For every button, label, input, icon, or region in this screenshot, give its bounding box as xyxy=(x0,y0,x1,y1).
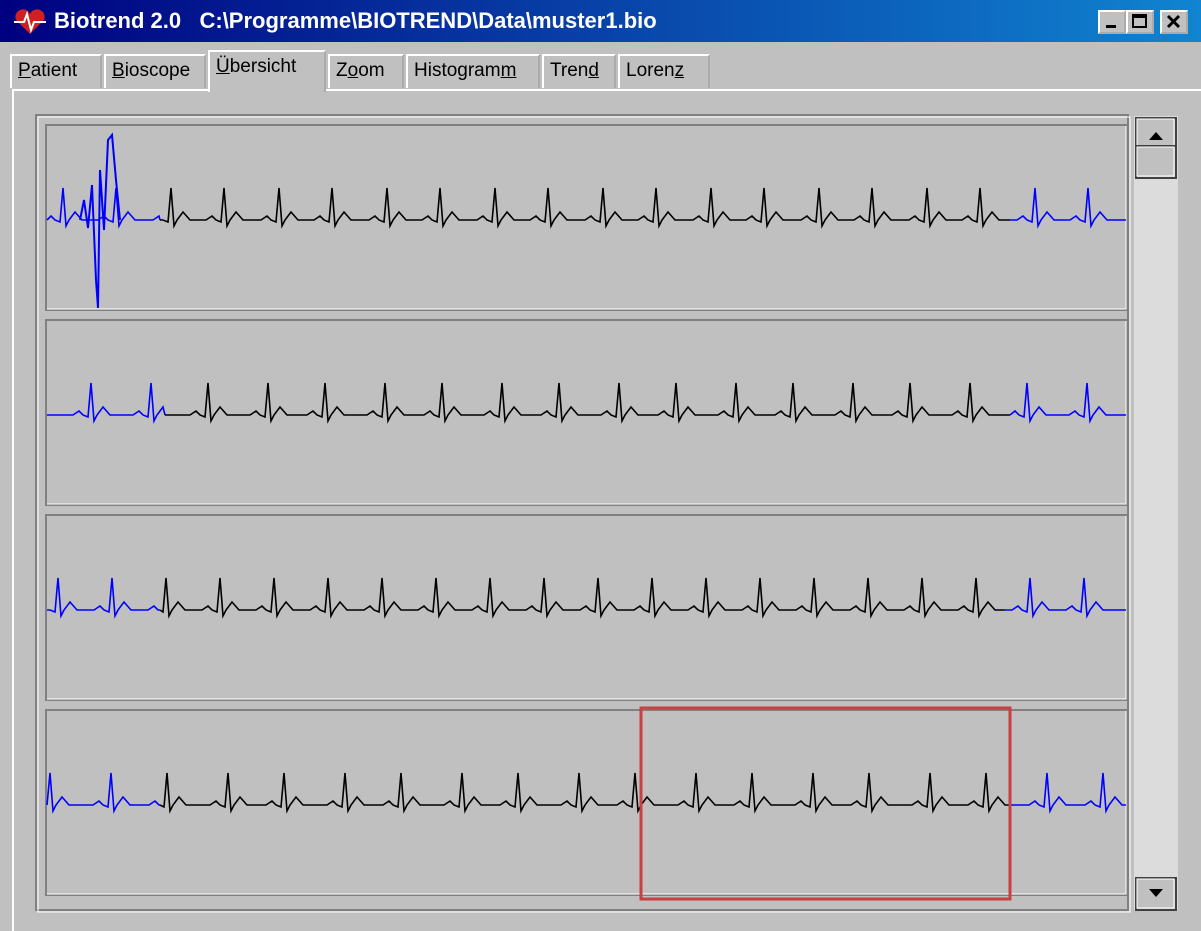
arrow-down xyxy=(1149,889,1163,897)
tab-page xyxy=(12,89,1201,931)
arrow-up xyxy=(1149,132,1163,140)
tab[interactable]: Patient xyxy=(10,54,102,88)
tab[interactable]: Histogramm xyxy=(406,54,540,88)
ecg-trace xyxy=(165,382,1010,424)
group-frame-light xyxy=(37,116,1131,913)
ecg-artifact xyxy=(79,132,121,309)
app-name: Biotrend 2.0 xyxy=(54,8,182,33)
strip-hl xyxy=(47,126,1127,310)
group-frame xyxy=(35,114,1129,911)
file-path: C:\Programme\BIOTREND\Data\muster1.bio xyxy=(199,8,657,33)
scroll-down-hl xyxy=(1136,878,1175,909)
ecg-trace xyxy=(1010,187,1126,229)
ecg-trace xyxy=(46,772,160,814)
tab[interactable]: Zoom xyxy=(328,54,404,88)
title-bar: Biotrend 2.0 C:\Programme\BIOTREND\Data\… xyxy=(0,0,1201,42)
strip-hl xyxy=(47,711,1127,895)
strip xyxy=(45,319,1128,506)
ecg-trace xyxy=(47,382,166,424)
ecg-trace xyxy=(47,577,160,619)
strip-hl xyxy=(47,516,1127,700)
strip-hl xyxy=(47,321,1127,505)
ecg-trace xyxy=(159,772,1010,814)
tab[interactable]: Übersicht xyxy=(208,50,326,92)
zoom-selection[interactable] xyxy=(639,706,1012,901)
app-icon xyxy=(14,9,46,35)
scrollbar-track xyxy=(1134,116,1178,910)
tab[interactable]: Lorenz xyxy=(618,54,710,88)
ecg-trace xyxy=(160,187,1010,229)
tab[interactable]: Bioscope xyxy=(104,54,206,88)
maximize-button[interactable] xyxy=(1126,10,1154,34)
ecg-trace xyxy=(1005,577,1126,619)
window-title: Biotrend 2.0 C:\Programme\BIOTREND\Data\… xyxy=(54,8,657,34)
close-button[interactable] xyxy=(1160,10,1188,34)
scroll-thumb-hl xyxy=(1136,146,1175,177)
ecg-trace xyxy=(1009,382,1126,424)
ecg-trace xyxy=(159,577,1005,619)
tab[interactable]: Trend xyxy=(542,54,616,88)
minimize-button[interactable] xyxy=(1098,10,1126,34)
ecg-trace xyxy=(1010,772,1126,814)
scroll-thumb[interactable] xyxy=(1135,145,1177,179)
